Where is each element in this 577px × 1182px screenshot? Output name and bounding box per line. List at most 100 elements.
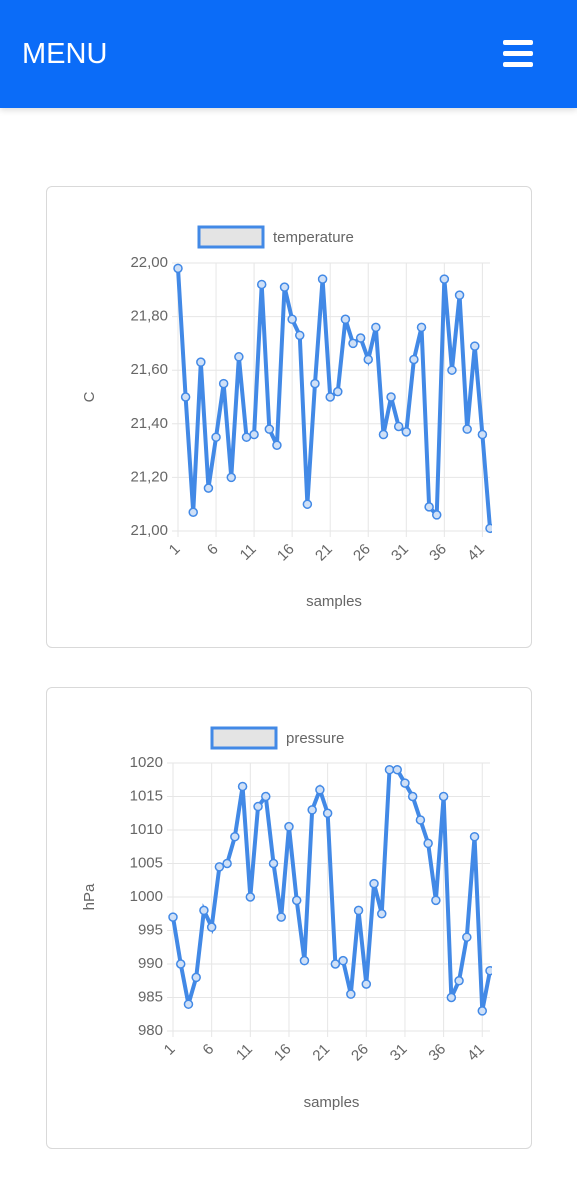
point — [355, 333, 366, 343]
point — [401, 427, 412, 437]
point — [218, 378, 229, 389]
y-tick-label: 990 — [138, 955, 163, 972]
menu-title[interactable]: MENU — [22, 38, 108, 70]
point — [353, 905, 364, 916]
x-tick-label: 6 — [199, 1041, 217, 1059]
point — [447, 365, 457, 375]
x-tick-label: 11 — [237, 541, 260, 564]
point — [393, 421, 404, 432]
point — [253, 801, 263, 812]
x-tick-label: 36 — [425, 1041, 449, 1065]
point — [392, 764, 402, 775]
x-tick-label: 41 — [464, 541, 488, 565]
x-tick-label: 1 — [161, 1041, 179, 1059]
point — [477, 429, 488, 440]
point — [276, 912, 286, 922]
chart-card — [46, 186, 532, 648]
point — [378, 429, 389, 440]
x-axis-label: samples — [304, 1094, 360, 1111]
point — [168, 912, 178, 922]
y-tick-label: 21,40 — [130, 415, 168, 432]
point — [386, 392, 396, 402]
point — [438, 791, 449, 802]
point — [477, 1006, 488, 1016]
point — [175, 959, 186, 969]
x-axis-label: samples — [306, 593, 362, 610]
point — [199, 905, 209, 916]
point — [371, 322, 381, 333]
point — [315, 785, 325, 795]
point — [291, 895, 302, 906]
point — [454, 290, 465, 300]
hamburger-icon[interactable] — [0, 0, 577, 108]
x-tick-label: 41 — [464, 1041, 488, 1065]
point — [203, 483, 214, 493]
point — [268, 858, 279, 869]
point — [234, 352, 244, 362]
point — [369, 878, 379, 889]
point — [462, 424, 472, 434]
point — [424, 502, 434, 512]
y-axis-label: hPa — [81, 883, 98, 910]
point — [317, 274, 328, 284]
line — [171, 767, 492, 1012]
point — [415, 815, 426, 825]
point — [211, 432, 221, 442]
legend-label: temperature — [273, 229, 354, 246]
point — [196, 357, 206, 367]
x-tick-label: 26 — [348, 1041, 372, 1065]
point — [377, 909, 387, 919]
x-tick-label: 26 — [350, 541, 374, 565]
point — [284, 821, 294, 832]
x-tick-label: 16 — [274, 541, 298, 565]
point — [222, 858, 232, 869]
y-tick-label: 1015 — [130, 787, 163, 804]
point — [249, 429, 259, 440]
point — [470, 341, 480, 351]
x-tick-label: 36 — [426, 541, 450, 565]
legend-swatch — [197, 225, 265, 249]
point — [230, 831, 240, 842]
point — [431, 510, 442, 520]
point — [188, 507, 198, 517]
y-axis-label: C — [81, 391, 98, 402]
x-tick-label: 21 — [312, 541, 336, 565]
legend-swatch — [210, 726, 278, 750]
point — [340, 314, 351, 325]
point — [333, 386, 343, 397]
y-tick-label: 21,80 — [130, 308, 168, 325]
point — [322, 808, 333, 818]
point — [264, 424, 275, 434]
point — [237, 781, 248, 792]
x-tick-label: 31 — [388, 541, 412, 565]
point — [206, 922, 217, 932]
point — [407, 791, 418, 802]
point — [346, 989, 356, 999]
point — [307, 805, 317, 815]
y-tick-label: 21,60 — [130, 361, 168, 378]
point — [462, 932, 472, 942]
point — [256, 279, 267, 290]
point — [423, 838, 433, 849]
point — [400, 778, 410, 788]
y-tick-label: 1010 — [130, 821, 163, 838]
point — [384, 764, 395, 775]
y-tick-label: 21,20 — [130, 468, 168, 485]
chart-card — [46, 687, 532, 1149]
x-tick-label: 21 — [309, 1041, 333, 1065]
point — [416, 322, 427, 333]
point — [361, 979, 372, 989]
point — [180, 392, 191, 402]
point — [226, 472, 237, 483]
point — [485, 965, 492, 976]
point — [299, 955, 310, 966]
point — [409, 354, 419, 365]
point — [214, 862, 225, 872]
point — [295, 330, 305, 341]
point — [241, 432, 252, 442]
y-tick-label: 1020 — [130, 754, 163, 771]
y-tick-label: 21,00 — [130, 522, 168, 539]
point — [183, 999, 194, 1009]
